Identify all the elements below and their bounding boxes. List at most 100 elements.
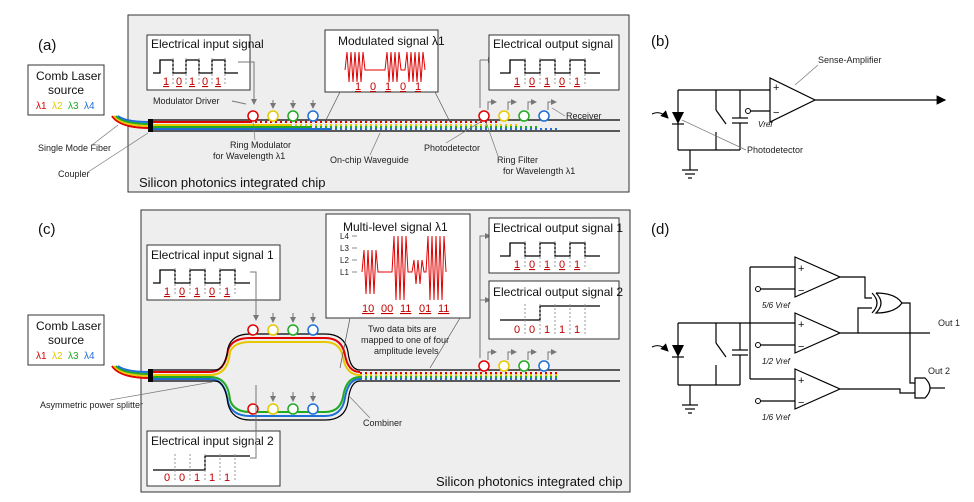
input1-bit-2: 1 — [194, 286, 200, 298]
coupler-label: Coupler — [58, 169, 90, 179]
vref-label-b: Vref — [758, 120, 773, 129]
modulated-bit-2: 1 — [385, 81, 391, 93]
modulated-pointer-lines — [324, 91, 451, 123]
comb-laser-line2: source — [48, 83, 84, 97]
output2-bit-3: 1 — [559, 324, 565, 336]
output1-bit-4: 1 — [574, 259, 580, 271]
input-signal-2-box: Electrical input signal 2 0 0 1 1 1 — [146, 430, 281, 487]
minus-sign-d-1: − — [798, 285, 804, 297]
input1-bit-0: 1 — [164, 286, 170, 298]
minus-sign-d-2: − — [798, 341, 804, 353]
output-bit-a-2: 1 — [544, 76, 550, 88]
chip-label-c: Silicon photonics integrated chip — [436, 474, 622, 489]
ring-filter-label-1: Ring Filter — [497, 155, 538, 165]
input-bit-a-1: 0 — [176, 76, 182, 88]
vref-terminal-b — [745, 108, 751, 114]
comb-laser-c: Comb Laser source λ1 λ2 λ3 λ4 — [27, 314, 105, 366]
ml-bits-3: 01 — [419, 303, 431, 315]
plus-sign-d-2: + — [798, 319, 804, 331]
note-line-2: mapped to one of four — [361, 335, 449, 345]
sense-amplifier-label: Sense-Amplifier — [818, 55, 882, 65]
input-bit-a-2: 1 — [189, 76, 195, 88]
minus-sign-d-3: − — [798, 397, 804, 409]
panel-label-b: (b) — [651, 33, 669, 50]
modulated-bit-0: 1 — [355, 81, 361, 93]
input2-bit-2: 1 — [194, 472, 200, 484]
vref-d-1: 5/6 Vref — [762, 301, 791, 310]
output1-bit-1: 0 — [529, 259, 535, 271]
output-bit-a-4: 1 — [574, 76, 580, 88]
minus-sign-b: − — [773, 107, 779, 119]
lambda-c-1: λ1 — [36, 351, 47, 362]
output-bit-a-3: 0 — [559, 76, 565, 88]
panel-label-d: (d) — [651, 221, 669, 238]
output2-bit-0: 0 — [514, 324, 520, 336]
ml-bits-1: 00 — [381, 303, 393, 315]
modulated-bit-1: 0 — [370, 81, 376, 93]
level-l4: L4 — [340, 232, 349, 241]
comb-laser-c-line2: source — [48, 333, 84, 347]
modulator-rings-c-top — [247, 313, 319, 336]
filter-rings-c — [478, 233, 557, 372]
input1-bit-1: 0 — [179, 286, 185, 298]
input-signal-box-a: Electrical input signal 1 0 1 0 1 — [146, 34, 264, 91]
vref-terminal-d-1 — [755, 286, 761, 292]
input1-bit-3: 0 — [209, 286, 215, 298]
input-bit-a-3: 0 — [202, 76, 208, 88]
output1-bit-0: 1 — [514, 259, 520, 271]
photodetector-label-a: Photodetector — [424, 143, 480, 153]
vref-terminal-d-2 — [755, 342, 761, 348]
out1-label: Out 1 — [938, 318, 960, 328]
modulated-signal-title: Modulated signal λ1 — [338, 34, 445, 48]
output-signal-2-title: Electrical output signal 2 — [493, 285, 623, 299]
lambda-c-2: λ2 — [52, 351, 63, 362]
comb-laser-line1: Comb Laser — [36, 69, 101, 83]
receiver-label: Receiver — [566, 111, 602, 121]
panel-label-a: (a) — [38, 37, 56, 54]
output2-bit-1: 0 — [529, 324, 535, 336]
lambda-2: λ2 — [52, 101, 63, 112]
modulated-bit-4: 1 — [415, 81, 421, 93]
note-line-1: Two data bits are — [368, 324, 437, 334]
plus-sign-b: + — [773, 82, 779, 94]
modulated-signal-box-a: Modulated signal λ1 1 0 1 0 1 — [324, 29, 445, 93]
photodiode-d — [651, 343, 684, 358]
photodiode-b — [651, 110, 684, 125]
modulator-rings-a — [247, 100, 319, 122]
vref-terminal-d-3 — [755, 398, 761, 404]
splitter-label: Asymmetric power splitter — [40, 400, 143, 410]
vref-d-2: 1/2 Vref — [762, 357, 791, 366]
output-signal-title-a: Electrical output signal — [493, 37, 613, 51]
ml-bits-4: 11 — [438, 303, 449, 315]
plus-sign-d-1: + — [798, 263, 804, 275]
ring-modulator-label-2: for Wavelength λ1 — [213, 151, 285, 161]
panel-label-c: (c) — [38, 221, 56, 238]
out2-label: Out 2 — [928, 366, 950, 376]
lambda-c-4: λ4 — [84, 351, 95, 362]
input2-bit-1: 0 — [179, 472, 185, 484]
input-bit-a-0: 1 — [163, 76, 169, 88]
output2-bit-2: 1 — [544, 324, 550, 336]
input2-bit-3: 1 — [209, 472, 215, 484]
output-bit-a-0: 1 — [514, 76, 520, 88]
ml-bits-2: 11 — [400, 303, 411, 315]
input-signal-title-a: Electrical input signal — [151, 37, 264, 51]
level-l3: L3 — [340, 244, 349, 253]
level-l2: L2 — [340, 256, 349, 265]
combiner-label: Combiner — [363, 418, 402, 428]
photodetector-label-b: Photodetector — [747, 145, 803, 155]
output2-bit-4: 1 — [574, 324, 580, 336]
filter-rings-a — [478, 57, 557, 122]
comb-laser-c-line1: Comb Laser — [36, 319, 101, 333]
input-bit-a-4: 1 — [215, 76, 221, 88]
output-signal-box-a: Electrical output signal 1 0 1 0 1 — [488, 34, 620, 91]
modulated-bit-3: 0 — [400, 81, 406, 93]
circuit-d — [677, 256, 945, 414]
output-bit-a-1: 0 — [529, 76, 535, 88]
input2-bit-4: 1 — [224, 472, 230, 484]
ring-modulator-label-1: Ring Modulator — [230, 140, 291, 150]
output1-bit-2: 1 — [544, 259, 550, 271]
single-mode-fiber-label: Single Mode Fiber — [38, 143, 111, 153]
vref-d-3: 1/6 Vref — [762, 413, 791, 422]
